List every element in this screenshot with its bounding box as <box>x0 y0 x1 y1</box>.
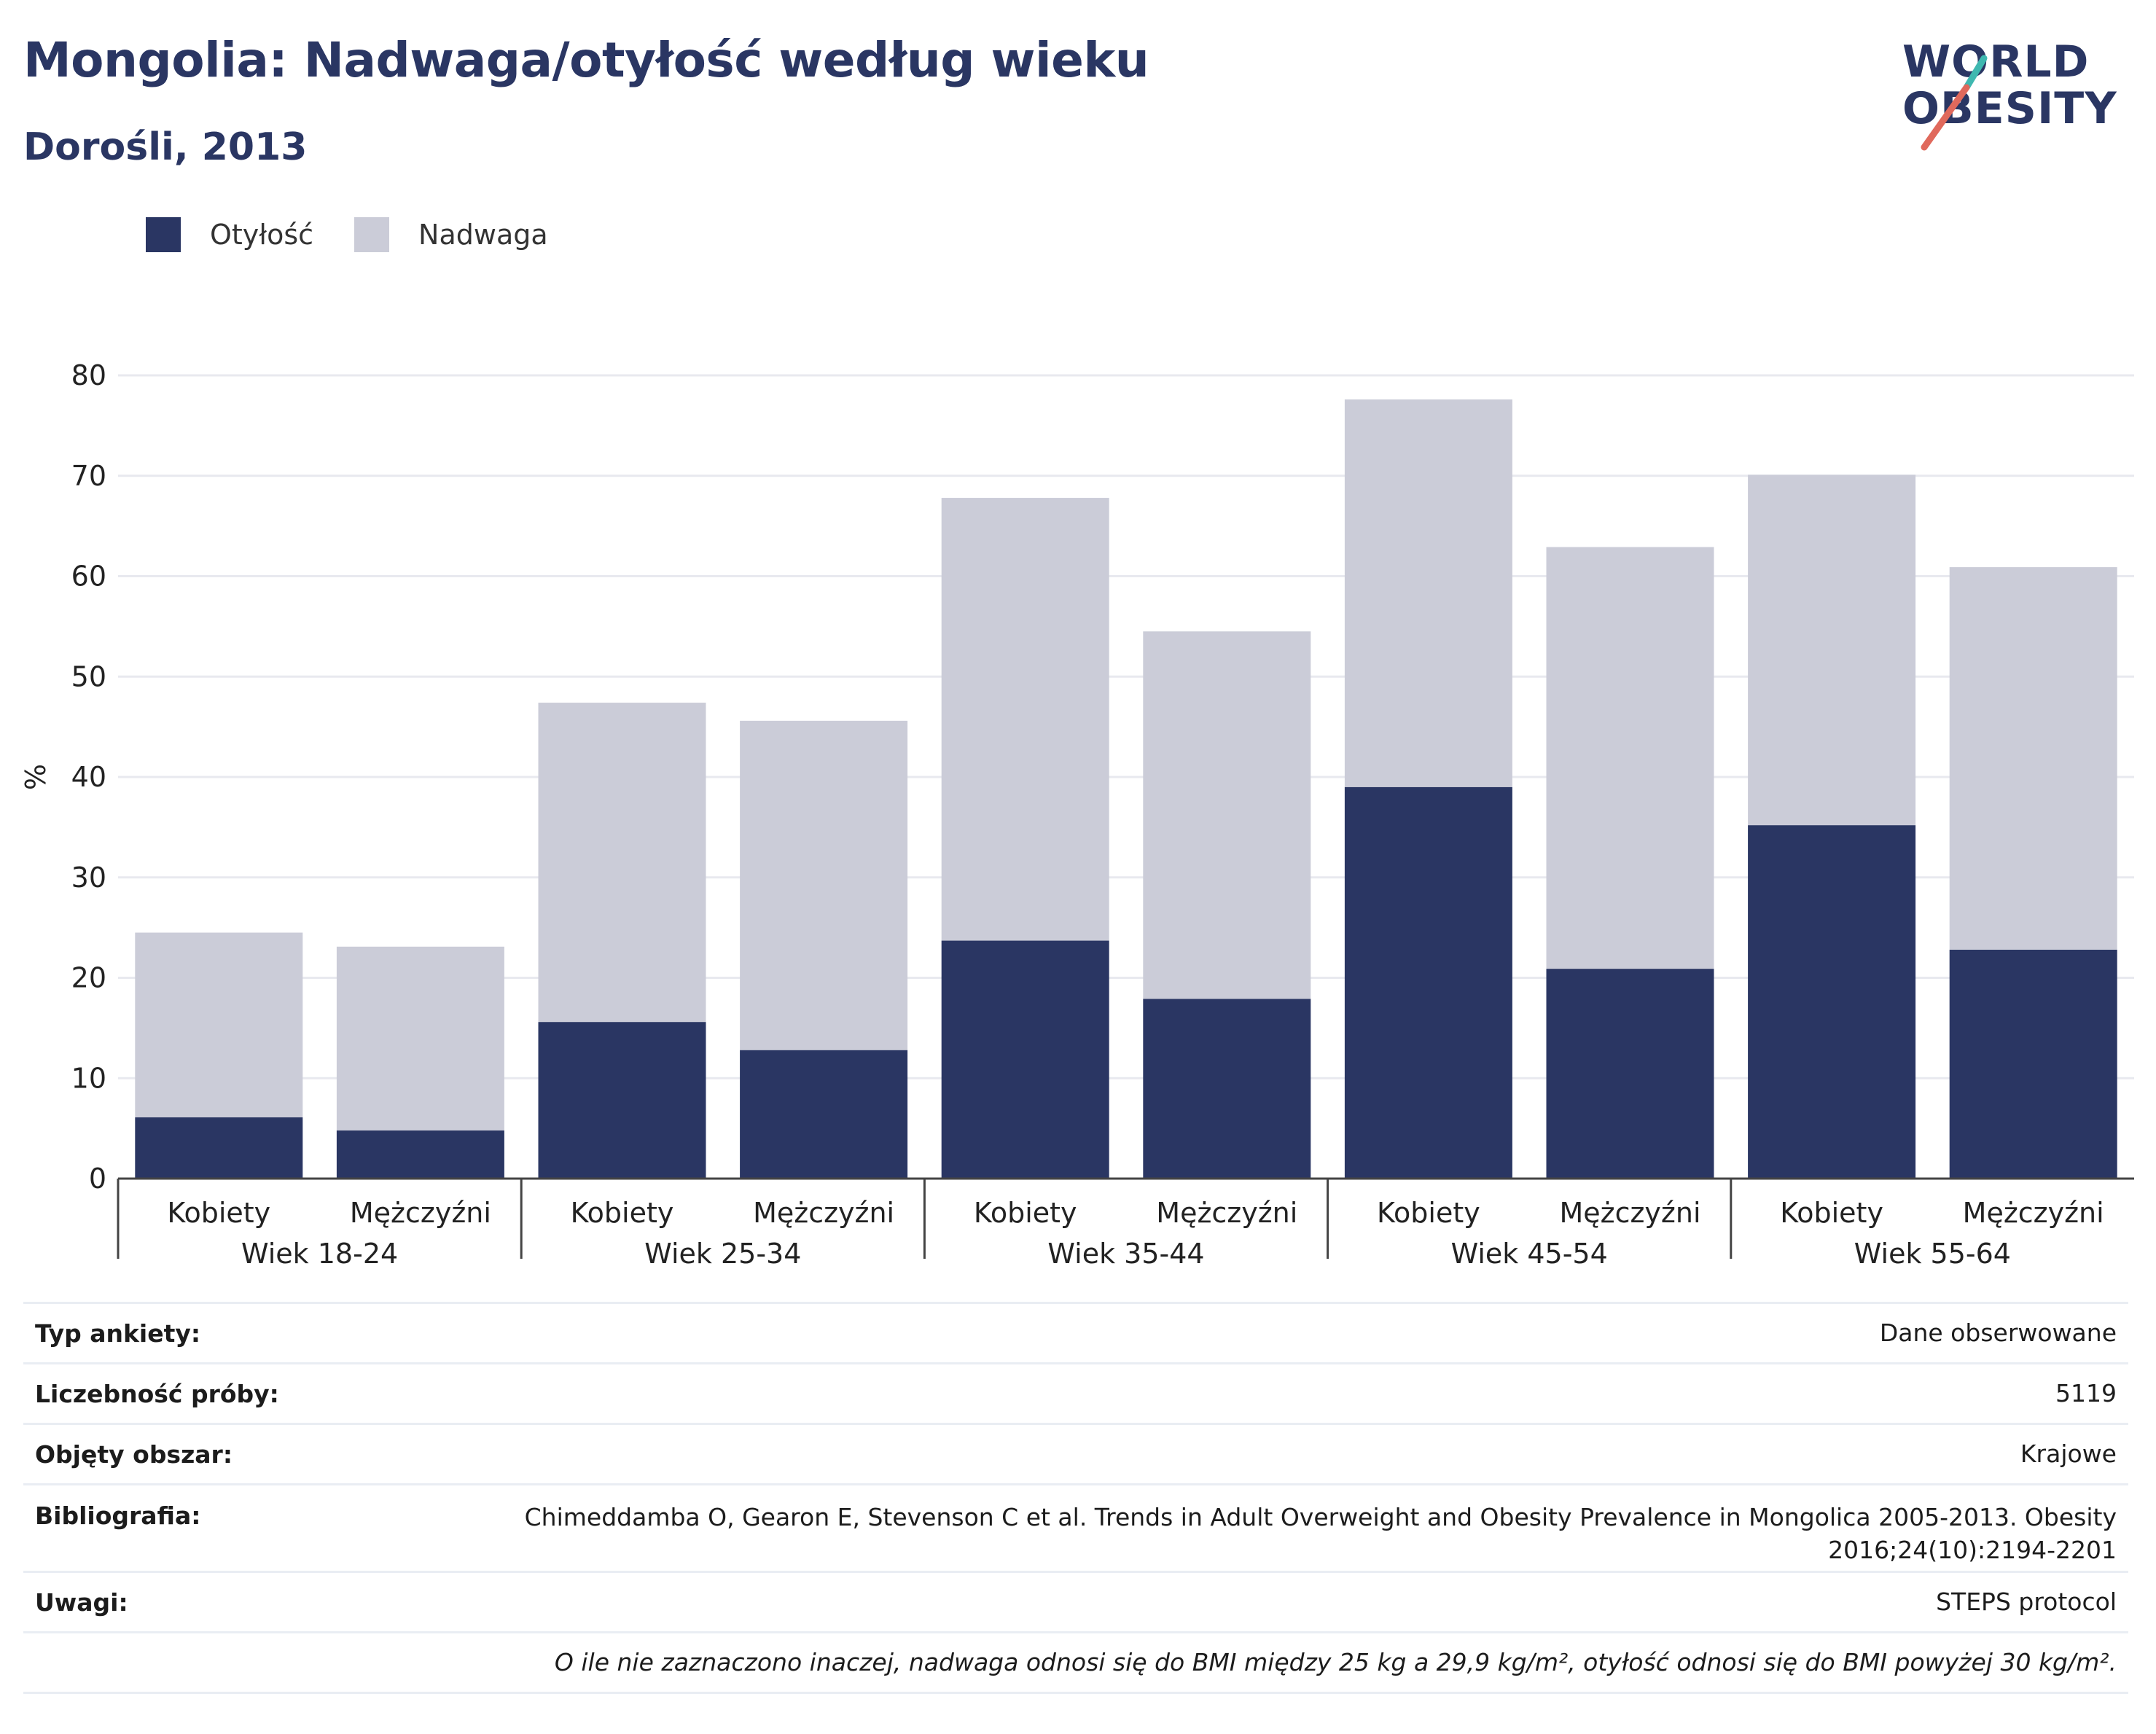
y-tick-label-60: 60 <box>71 561 106 593</box>
logo-line-1: WORLD <box>1902 36 2090 87</box>
x-tick-label-3: Mężczyźni <box>753 1197 894 1229</box>
y-tick-label-20: 20 <box>71 962 106 994</box>
bar-obesity-6 <box>1344 786 1512 1179</box>
bar-obesity-2 <box>538 1022 706 1179</box>
y-tick-label-80: 80 <box>71 359 106 391</box>
bar-overweight-4 <box>941 498 1109 941</box>
bar-overweight-1 <box>336 946 504 1130</box>
x-tick-label-7: Mężczyźni <box>1559 1197 1700 1229</box>
info-value-bibliography: Chimeddamba O, Gearon E, Stevenson C et … <box>524 1503 2117 1564</box>
bar-obesity-7 <box>1546 969 1714 1179</box>
bar-obesity-5 <box>1143 999 1311 1179</box>
legend-swatch-overweight <box>354 217 390 252</box>
bar-obesity-0 <box>135 1117 303 1179</box>
info-row-survey-type: Typ ankiety: Dane obserwowane <box>23 1302 2128 1362</box>
stacked-bar-chart: 0 10 20 30 40 50 60 70 80% Kobiety Mężczyźni Kobiet… <box>20 359 2134 1270</box>
group-label-4: Wiek 55-64 <box>1854 1238 2011 1270</box>
chart-subtitle: Dorośli, 2013 <box>23 125 308 169</box>
info-row-bibliography: Bibliografia: Chimeddamba O, Gearon E, S… <box>23 1483 2128 1571</box>
info-key-notes: Uwagi: <box>35 1587 128 1617</box>
bar-obesity-1 <box>336 1130 504 1179</box>
info-value-notes: STEPS protocol <box>1936 1587 2117 1616</box>
info-row-notes: Uwagi: STEPS protocol <box>23 1571 2128 1631</box>
group-label-1: Wiek 25-34 <box>644 1238 801 1270</box>
y-tick-label-30: 30 <box>71 862 106 894</box>
survey-info-table: Typ ankiety: Dane obserwowane Liczebność… <box>23 1302 2128 1694</box>
x-tick-label-9: Mężczyźni <box>1963 1197 2104 1229</box>
info-key-area: Objęty obszar: <box>35 1440 233 1469</box>
info-key-sample-size: Liczebność próby: <box>35 1379 279 1408</box>
bar-overweight-8 <box>1748 474 1916 826</box>
y-axis-label: % <box>20 764 52 790</box>
bar-overweight-5 <box>1143 631 1311 999</box>
legend-item-obesity: Otyłość <box>146 217 313 252</box>
x-tick-label-0: Kobiety <box>167 1197 270 1229</box>
bar-obesity-8 <box>1748 825 1916 1179</box>
legend-swatch-obesity <box>146 217 181 252</box>
chart-title: Mongolia: Nadwaga/otyłość według wieku <box>23 32 1149 88</box>
legend-label-overweight: Nadwaga <box>418 219 548 251</box>
info-row-sample-size: Liczebność próby: 5119 <box>23 1362 2128 1423</box>
x-tick-label-8: Kobiety <box>1780 1197 1883 1229</box>
bar-overweight-6 <box>1344 399 1512 787</box>
definition-note: O ile nie zaznaczono inaczej, nadwaga od… <box>23 1631 2128 1694</box>
x-tick-label-4: Kobiety <box>974 1197 1077 1229</box>
group-label-3: Wiek 45-54 <box>1451 1238 1608 1270</box>
info-value-area: Krajowe <box>2020 1439 2117 1468</box>
bar-obesity-4 <box>941 940 1109 1179</box>
bar-obesity-9 <box>1949 949 2117 1179</box>
chart-legend: Otyłość Nadwaga <box>146 217 589 252</box>
legend-label-obesity: Otyłość <box>210 219 314 251</box>
bar-overweight-3 <box>740 720 908 1050</box>
x-tick-label-2: Kobiety <box>571 1197 674 1229</box>
logo-slash-icon <box>1921 55 1988 151</box>
x-tick-label-1: Mężczyźni <box>350 1197 491 1229</box>
bar-overweight-0 <box>135 932 303 1117</box>
y-tick-label-0: 0 <box>89 1163 106 1195</box>
bar-overweight-7 <box>1546 547 1714 969</box>
x-tick-label-6: Kobiety <box>1377 1197 1480 1229</box>
info-key-bibliography: Bibliografia: <box>35 1501 201 1530</box>
info-row-area: Objęty obszar: Krajowe <box>23 1423 2128 1483</box>
bar-overweight-2 <box>538 703 706 1023</box>
info-value-survey-type: Dane obserwowane <box>1879 1318 2117 1347</box>
y-tick-label-10: 10 <box>71 1062 106 1094</box>
info-value-sample-size: 5119 <box>2055 1378 2117 1407</box>
bar-obesity-3 <box>740 1050 908 1179</box>
y-tick-label-70: 70 <box>71 460 106 492</box>
group-label-2: Wiek 35-44 <box>1047 1238 1204 1270</box>
bar-overweight-9 <box>1949 567 2117 950</box>
group-label-0: Wiek 18-24 <box>241 1238 398 1270</box>
world-obesity-logo: WORLD OBESITY <box>1902 36 2136 153</box>
y-tick-label-50: 50 <box>71 660 106 692</box>
legend-item-overweight: Nadwaga <box>354 217 548 252</box>
y-tick-label-40: 40 <box>71 761 106 793</box>
info-key-survey-type: Typ ankiety: <box>35 1319 201 1348</box>
x-tick-label-5: Mężczyźni <box>1156 1197 1297 1229</box>
